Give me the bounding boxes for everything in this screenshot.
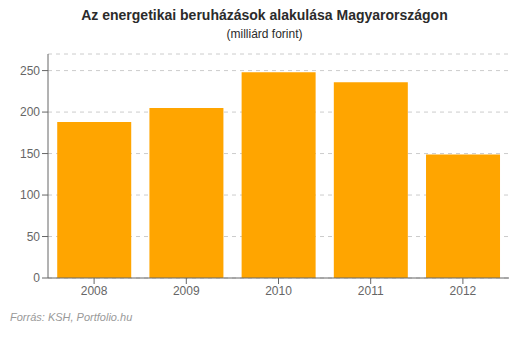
svg-text:0: 0 (33, 271, 40, 285)
html-text:Forrás: KSH, Portfolio.hu: Forrás: KSH, Portfolio.hu (10, 311, 133, 323)
svg-text:2012: 2012 (450, 284, 477, 298)
svg-text:2010: 2010 (265, 284, 292, 298)
svg-text:50: 50 (27, 230, 41, 244)
svg-text:100: 100 (20, 188, 40, 202)
svg-text:150: 150 (20, 147, 40, 161)
svg-text:250: 250 (20, 64, 40, 78)
svg-text:200: 200 (20, 105, 40, 119)
html-text:Az energetikai beruházások ala: Az energetikai beruházások alakulása Mag… (81, 7, 448, 23)
svg-text:2009: 2009 (173, 284, 200, 298)
svg-text:2011: 2011 (358, 284, 384, 298)
svg-text:2008: 2008 (81, 284, 108, 298)
html-text:(milliárd forint): (milliárd forint) (226, 27, 303, 41)
